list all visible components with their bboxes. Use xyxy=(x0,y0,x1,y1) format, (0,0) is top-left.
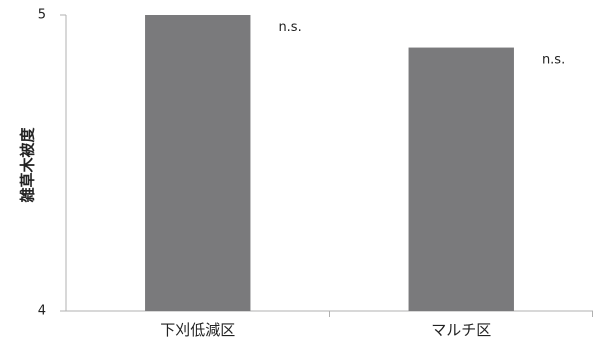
x-category-labels: 下刈低減区 マルチ区 xyxy=(160,321,491,339)
y-tick-label: 4 xyxy=(38,304,46,319)
y-tick-label: 5 xyxy=(38,8,46,23)
y-axis-title: 雑草木被度 xyxy=(19,127,37,204)
bar xyxy=(408,47,514,312)
significance-label: n.s. xyxy=(278,20,301,35)
x-category-label: 下刈低減区 xyxy=(160,321,235,339)
x-category-label: マルチ区 xyxy=(431,321,491,339)
bars xyxy=(145,15,514,312)
bar xyxy=(145,15,251,311)
significance-label: n.s. xyxy=(542,53,565,68)
significance-labels: n.s. n.s. xyxy=(278,20,565,68)
y-axis-title-group: 雑草木被度 xyxy=(19,127,37,204)
